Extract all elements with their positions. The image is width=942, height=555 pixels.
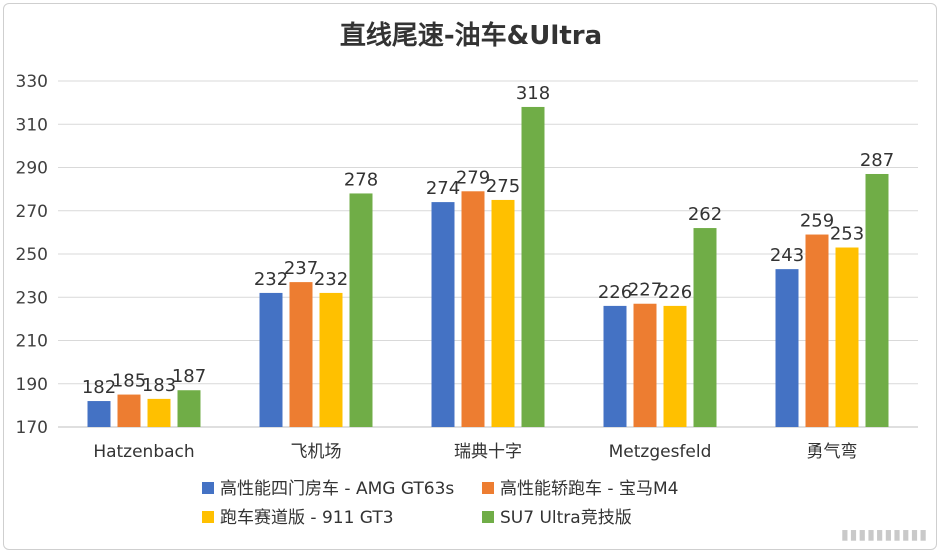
data-label: 232 bbox=[314, 269, 348, 290]
data-label: 183 bbox=[142, 375, 176, 396]
legend: 高性能四门房车 - AMG GT63s 高性能轿跑车 - 宝马M4 跑车赛道版 - … bbox=[202, 479, 678, 528]
data-label: 253 bbox=[830, 224, 864, 245]
data-label: 226 bbox=[658, 282, 692, 303]
legend-entry: 高性能轿跑车 - 宝马M4 bbox=[500, 479, 678, 499]
bar bbox=[805, 234, 829, 427]
legend-swatch bbox=[482, 482, 494, 494]
data-label: 262 bbox=[688, 204, 722, 225]
legend-entry: 跑车赛道版 - 911 GT3 bbox=[220, 507, 394, 528]
bar bbox=[835, 247, 859, 427]
bars bbox=[87, 106, 889, 427]
watermark-decoration: ▮▮▮▮▮▮▮▮▮▮ bbox=[840, 527, 928, 543]
bar bbox=[259, 292, 283, 427]
legend-swatch bbox=[202, 482, 214, 494]
bar bbox=[431, 202, 455, 427]
data-label: 227 bbox=[628, 280, 662, 301]
x-tick-label: 飞机场 bbox=[291, 442, 342, 462]
data-label: 182 bbox=[82, 377, 116, 398]
x-tick-label: 勇气弯 bbox=[807, 442, 858, 462]
bar bbox=[117, 394, 141, 427]
gridlines bbox=[58, 80, 918, 428]
bar bbox=[865, 173, 889, 427]
bar bbox=[461, 191, 485, 427]
data-label: 232 bbox=[254, 269, 288, 290]
y-tick-label: 250 bbox=[16, 245, 48, 265]
bar bbox=[147, 398, 171, 427]
x-tick-label: Metzgesfeld bbox=[609, 442, 712, 462]
bar bbox=[349, 193, 373, 427]
data-label: 185 bbox=[112, 371, 146, 392]
bar bbox=[177, 390, 201, 427]
bar bbox=[775, 269, 799, 427]
data-label: 237 bbox=[284, 258, 318, 279]
y-tick-label: 210 bbox=[16, 332, 48, 352]
x-tick-label: 瑞典十字 bbox=[454, 442, 522, 462]
y-tick-label: 230 bbox=[16, 288, 48, 308]
data-label: 274 bbox=[426, 178, 460, 199]
chart-title: 直线尾速-油车&Ultra bbox=[340, 20, 602, 51]
legend-swatch bbox=[202, 511, 214, 523]
data-label: 259 bbox=[800, 211, 834, 232]
legend-swatch bbox=[482, 511, 494, 523]
data-label: 226 bbox=[598, 282, 632, 303]
data-label: 318 bbox=[516, 83, 550, 104]
y-tick-label: 270 bbox=[16, 202, 48, 222]
y-tick-label: 290 bbox=[16, 159, 48, 179]
x-axis: Hatzenbach 飞机场 瑞典十字 Metzgesfeld 勇气弯 bbox=[93, 442, 857, 462]
y-tick-label: 310 bbox=[16, 115, 48, 135]
y-axis: 170 190 210 230 250 270 290 310 330 bbox=[16, 72, 48, 438]
bar bbox=[603, 305, 627, 427]
legend-entry: SU7 Ultra竞技版 bbox=[500, 508, 632, 528]
y-tick-label: 330 bbox=[16, 72, 48, 92]
bar bbox=[693, 228, 717, 427]
data-label: 275 bbox=[486, 176, 520, 197]
bar bbox=[491, 199, 515, 427]
bar bbox=[319, 292, 343, 427]
y-tick-label: 170 bbox=[16, 418, 48, 438]
data-label: 279 bbox=[456, 167, 490, 188]
bar bbox=[663, 305, 687, 427]
bar bbox=[87, 401, 111, 427]
bar bbox=[633, 303, 657, 427]
data-label: 287 bbox=[860, 150, 894, 171]
y-tick-label: 190 bbox=[16, 375, 48, 395]
bar bbox=[289, 282, 313, 427]
x-tick-label: Hatzenbach bbox=[93, 442, 194, 462]
data-label: 187 bbox=[172, 366, 206, 387]
bar bbox=[521, 106, 545, 427]
legend-entry: 高性能四门房车 - AMG GT63s bbox=[220, 479, 454, 499]
data-label: 243 bbox=[770, 245, 804, 266]
data-label: 278 bbox=[344, 169, 378, 190]
